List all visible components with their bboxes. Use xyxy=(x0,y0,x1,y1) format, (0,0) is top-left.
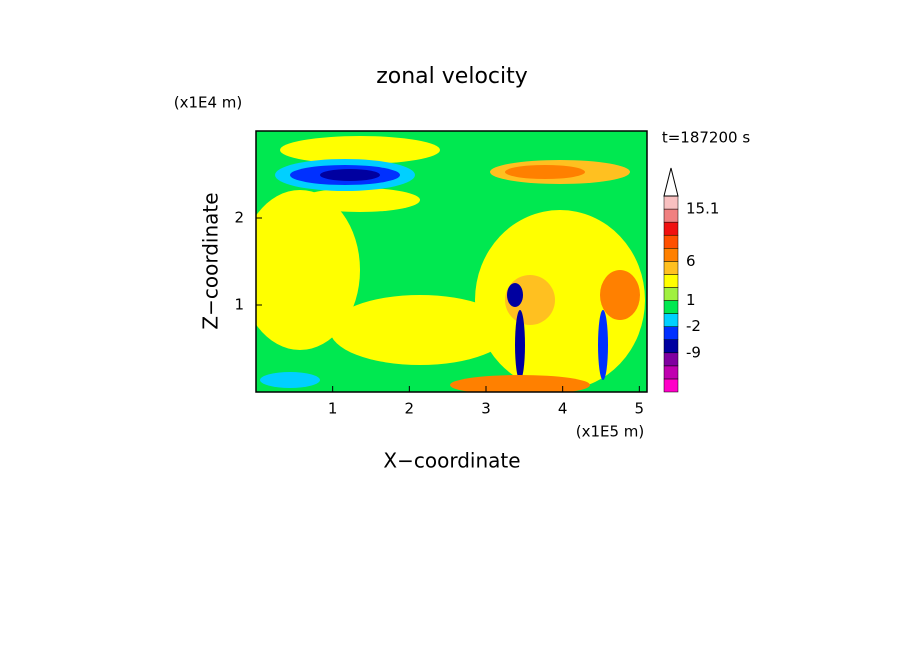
contour-region xyxy=(598,310,608,380)
colorbar-swatch xyxy=(663,313,679,327)
contour-region xyxy=(507,283,523,307)
x-tick-label: 1 xyxy=(328,400,338,418)
y-axis-label: Z−coordinate xyxy=(199,192,223,329)
colorbar-label: 1 xyxy=(686,291,696,309)
plot-frame xyxy=(255,130,648,393)
y-tick-label: 2 xyxy=(234,209,244,227)
x-unit: (x1E5 m) xyxy=(576,423,645,441)
x-axis-label: X−coordinate xyxy=(383,449,520,473)
colorbar-swatch xyxy=(663,274,679,288)
colorbar-label: 15.1 xyxy=(686,200,719,218)
colorbar-extension xyxy=(663,167,679,197)
colorbar-label: -2 xyxy=(686,317,701,335)
contour-region xyxy=(320,169,380,181)
contour-region xyxy=(505,165,585,179)
colorbar-swatch xyxy=(663,365,679,380)
x-tick-label: 5 xyxy=(635,400,645,418)
x-tick-label: 4 xyxy=(558,400,568,418)
contour-region xyxy=(280,136,440,164)
colorbar-swatch xyxy=(663,221,679,236)
contour-region xyxy=(515,310,525,380)
time-label: t=187200 s xyxy=(662,129,750,147)
colorbar-swatch xyxy=(663,339,679,354)
x-tick-label: 3 xyxy=(481,400,491,418)
colorbar-swatch xyxy=(663,378,679,393)
colorbar-swatch xyxy=(663,208,679,223)
colorbar-swatch xyxy=(663,326,679,340)
colorbar-swatch xyxy=(663,300,679,314)
contour-region xyxy=(260,372,320,388)
contour-region xyxy=(256,190,360,350)
x-tick-label: 2 xyxy=(405,400,415,418)
contour-region xyxy=(330,295,510,365)
y-unit: (x1E4 m) xyxy=(174,94,243,112)
colorbar-swatch xyxy=(663,248,679,262)
colorbar-swatch xyxy=(663,195,679,210)
contour-region xyxy=(450,375,590,392)
colorbar-swatch xyxy=(663,287,679,301)
colorbar-swatch xyxy=(663,261,679,275)
contour-region xyxy=(300,188,420,212)
colorbar-swatch xyxy=(663,352,679,367)
contour-field xyxy=(256,131,647,392)
contour-region xyxy=(600,270,640,320)
chart-title: zonal velocity xyxy=(376,64,528,89)
colorbar-label: -9 xyxy=(686,343,701,361)
colorbar-swatch xyxy=(663,234,679,249)
y-tick-label: 1 xyxy=(234,296,244,314)
colorbar-label: 6 xyxy=(686,252,696,270)
